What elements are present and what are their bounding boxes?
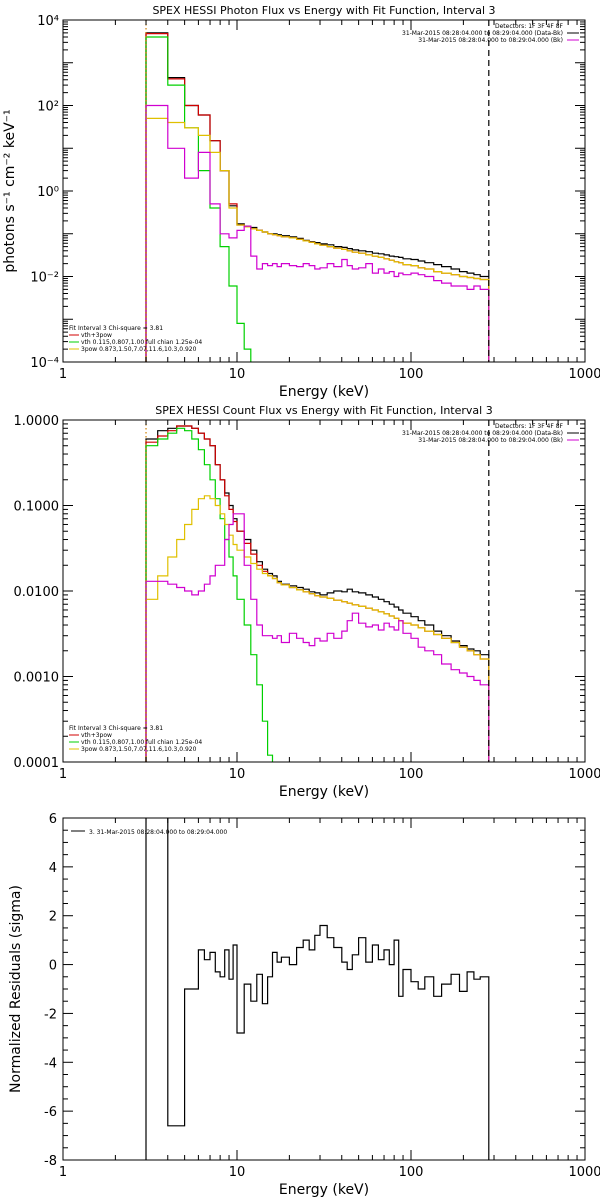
x-tick-label: 100 (399, 367, 424, 382)
plot-frame (62, 419, 586, 763)
plot-series (145, 32, 490, 362)
plot-series (145, 425, 490, 762)
chart-2: SPEX HESSI Count Flux vs Energy with Fit… (14, 404, 600, 800)
y-tick-label: 0.0001 (14, 756, 60, 771)
fit-legend-entry: vth 0.115,0.807,1.00 full chian 1.25e-04 (81, 339, 202, 346)
legend-entry: 31-Mar-2015 08:28:04.000 to 08:29:04.000… (418, 37, 563, 44)
y-tick-label: 10⁴ (37, 14, 59, 29)
fit-legend-header: Fit Interval 3 Chi-square = 3.81 (69, 325, 163, 332)
series-line-data-bk (145, 425, 490, 762)
x-tick-label: 10 (229, 767, 246, 782)
series-line-bk (145, 104, 490, 362)
y-tick-label: -4 (44, 1056, 57, 1071)
legend-entry: 31-Mar-2015 08:28:04.000 to 08:29:04.000… (418, 437, 563, 444)
series-line-3pow (145, 495, 490, 762)
y-tick-label: 0.0100 (14, 585, 60, 600)
series-line-vth (145, 427, 274, 762)
series-line-3pow (145, 117, 490, 362)
x-tick-label: 1000 (568, 1165, 600, 1180)
series-line-vth-3pow (145, 425, 490, 762)
chart-3: 1 10 100 1000 Energy (keV) -8 -6 -4 -2 0 2 4 6 Normal… (8, 812, 600, 1198)
x-axis-label: Energy (keV) (279, 1182, 369, 1198)
series-line-vth-3pow (145, 33, 490, 362)
plot-frame (62, 817, 586, 1161)
series-line-data-bk (145, 32, 490, 362)
chart-title: SPEX HESSI Photon Flux vs Energy with Fi… (152, 4, 495, 17)
x-tick-label: 1 (59, 367, 67, 382)
fit-legend-entry: 3pow 0.873,1.50,7.07,11.6,10.3,0.920 (81, 346, 197, 353)
y-tick-label: -8 (44, 1154, 57, 1169)
legend-entry: Detectors: 1F 3F 4F 8F (495, 423, 564, 430)
plot-frame (62, 19, 586, 363)
y-tick-label: -2 (44, 1007, 57, 1022)
y-tick-label: -6 (44, 1105, 57, 1120)
fit-legend-entry: vth 0.115,0.807,1.00 full chian 1.25e-04 (81, 739, 202, 746)
x-tick-label: 10 (229, 1165, 246, 1180)
y-tick-label: 2 (49, 910, 57, 925)
y-tick-label: 6 (49, 812, 57, 827)
x-tick-label: 1000 (568, 367, 600, 382)
y-tick-label: 10⁻² (30, 271, 59, 286)
y-tick-label: 10² (37, 100, 59, 115)
x-tick-label: 100 (399, 767, 424, 782)
y-tick-label: 0.1000 (14, 500, 60, 515)
x-tick-label: 1000 (568, 767, 600, 782)
chart-1: SPEX HESSI Photon Flux vs Energy with Fi… (2, 4, 600, 400)
fit-legend-entry: vth+3pow (81, 332, 112, 339)
y-tick-label: 0 (49, 959, 57, 974)
series-line-residuals (145, 818, 490, 1160)
legend-entry: Detectors: 1F 3F 4F 8F (495, 23, 564, 30)
y-tick-label: 0.0010 (14, 671, 60, 686)
series-line-vth (145, 36, 252, 362)
plot-series (145, 818, 490, 1160)
x-tick-label: 10 (229, 367, 246, 382)
fit-legend-header: Fit Interval 3 Chi-square = 3.81 (69, 725, 163, 732)
x-tick-label: 100 (399, 1165, 424, 1180)
fit-legend-entry: vth+3pow (81, 732, 112, 739)
y-axis-label: photons s⁻¹ cm⁻² keV⁻¹ (2, 109, 18, 272)
chart-title: SPEX HESSI Count Flux vs Energy with Fit… (155, 404, 492, 417)
y-tick-label: 10⁻⁴ (30, 356, 59, 371)
fit-legend-entry: 3pow 0.873,1.50,7.07,11.6,10.3,0.920 (81, 746, 197, 753)
x-axis-label: Energy (keV) (279, 784, 369, 800)
y-tick-label: 1.0000 (14, 414, 60, 429)
x-axis-label: Energy (keV) (279, 384, 369, 400)
x-tick-label: 1 (59, 1165, 67, 1180)
series-line-bk (145, 513, 490, 762)
y-tick-label: 10⁰ (37, 185, 59, 200)
legend-entry: 31-Mar-2015 08:28:04.000 to 08:29:04.000… (402, 30, 563, 37)
x-tick-label: 1 (59, 767, 67, 782)
y-tick-label: 4 (49, 861, 57, 876)
legend-entry: 3. 31-Mar-2015 08:28:04.000 to 08:29:04.… (89, 829, 227, 836)
y-axis-label: Normalized Residuals (sigma) (8, 885, 24, 1093)
legend-entry: 31-Mar-2015 08:28:04.000 to 08:29:04.000… (402, 430, 563, 437)
